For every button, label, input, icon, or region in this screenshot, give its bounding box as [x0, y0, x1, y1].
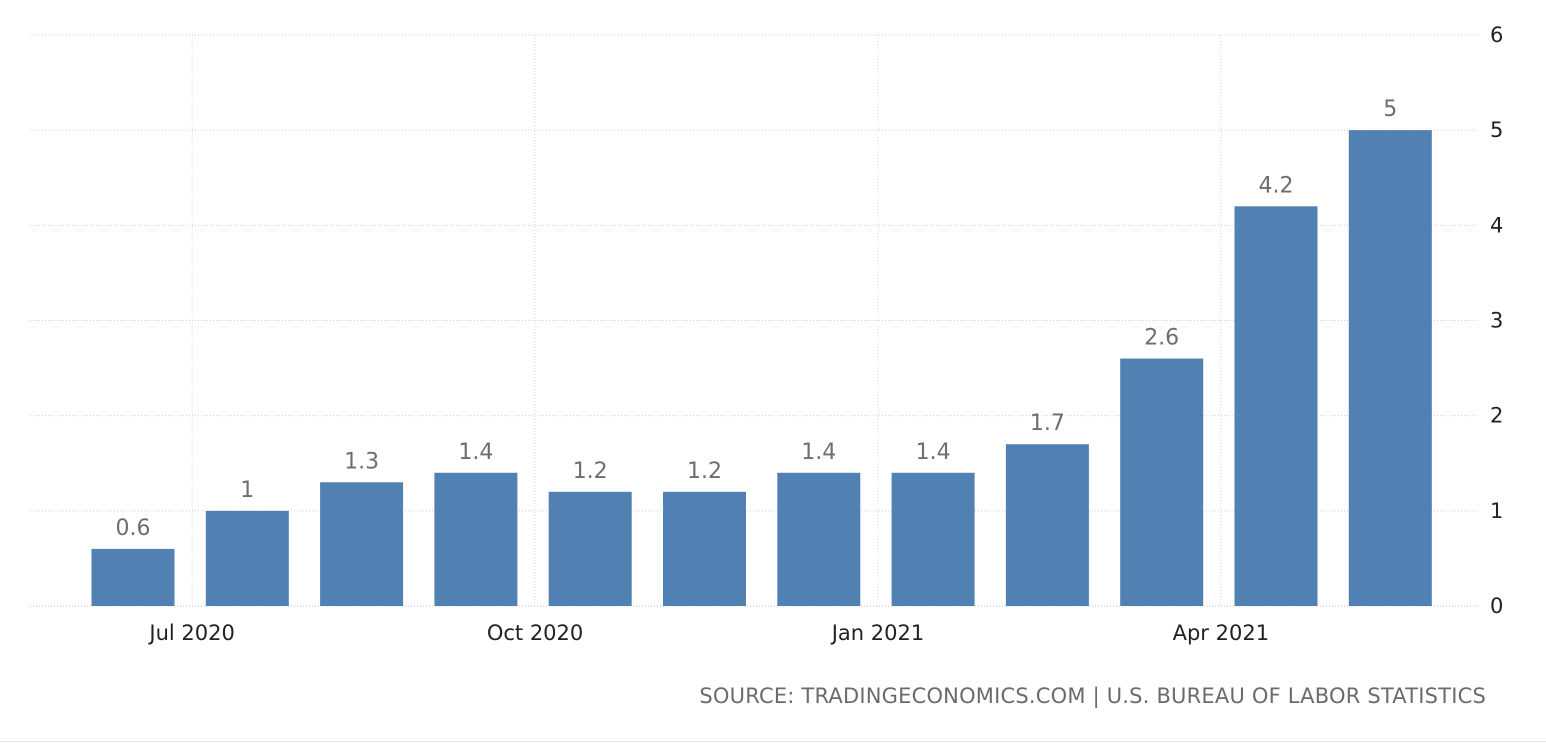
bar [891, 472, 975, 606]
bar-value-label: 1.4 [458, 440, 493, 465]
bar [777, 472, 861, 606]
bar [1005, 444, 1089, 606]
bars [91, 130, 1432, 607]
bar [434, 472, 518, 606]
y-tick-label: 2 [1490, 404, 1503, 428]
y-tick-label: 0 [1490, 594, 1503, 618]
bar-value-label: 1.2 [573, 459, 608, 484]
y-tick-label: 4 [1490, 213, 1503, 237]
bar [205, 510, 289, 606]
bar [91, 548, 175, 606]
x-tick-label: Jan 2021 [830, 621, 925, 645]
bar-chart: 0.6 1 1.3 1.4 1.2 1.2 1.4 1.4 1.7 2.6 4.2 5 0 1 2 3 4 5 6… [30, 23, 1503, 645]
bar-value-label: 1 [240, 478, 254, 503]
bar [1348, 130, 1432, 606]
data-labels: 0.6 1 1.3 1.4 1.2 1.2 1.4 1.4 1.7 2.6 4.2 5 [116, 97, 1398, 541]
bar [320, 482, 404, 606]
bar-value-label: 2.6 [1144, 326, 1179, 351]
bar-value-label: 5 [1383, 97, 1397, 122]
bar [548, 491, 632, 606]
bar-value-label: 4.2 [1259, 173, 1294, 198]
bottom-divider [0, 741, 1546, 742]
y-axis: 0 1 2 3 4 5 6 [1490, 23, 1503, 618]
bar-value-label: 1.4 [801, 440, 836, 465]
bar [1120, 358, 1204, 606]
x-tick-label: Jul 2020 [147, 621, 234, 645]
x-tick-label: Apr 2021 [1173, 621, 1269, 645]
bar-value-label: 1.3 [344, 449, 379, 474]
x-tick-label: Oct 2020 [487, 621, 583, 645]
bar-value-label: 1.4 [916, 440, 951, 465]
bar-value-label: 1.7 [1030, 411, 1065, 436]
x-axis: Jul 2020 Oct 2020 Jan 2021 Apr 2021 [147, 621, 1269, 645]
y-tick-label: 6 [1490, 23, 1503, 47]
bar [1234, 206, 1318, 607]
source-credit: SOURCE: TRADINGECONOMICS.COM | U.S. BURE… [699, 684, 1486, 708]
bar-value-label: 0.6 [116, 516, 151, 541]
y-tick-label: 3 [1490, 309, 1503, 333]
y-tick-label: 5 [1490, 118, 1503, 142]
y-tick-label: 1 [1490, 499, 1503, 523]
bar-value-label: 1.2 [687, 459, 722, 484]
bar [663, 491, 746, 606]
